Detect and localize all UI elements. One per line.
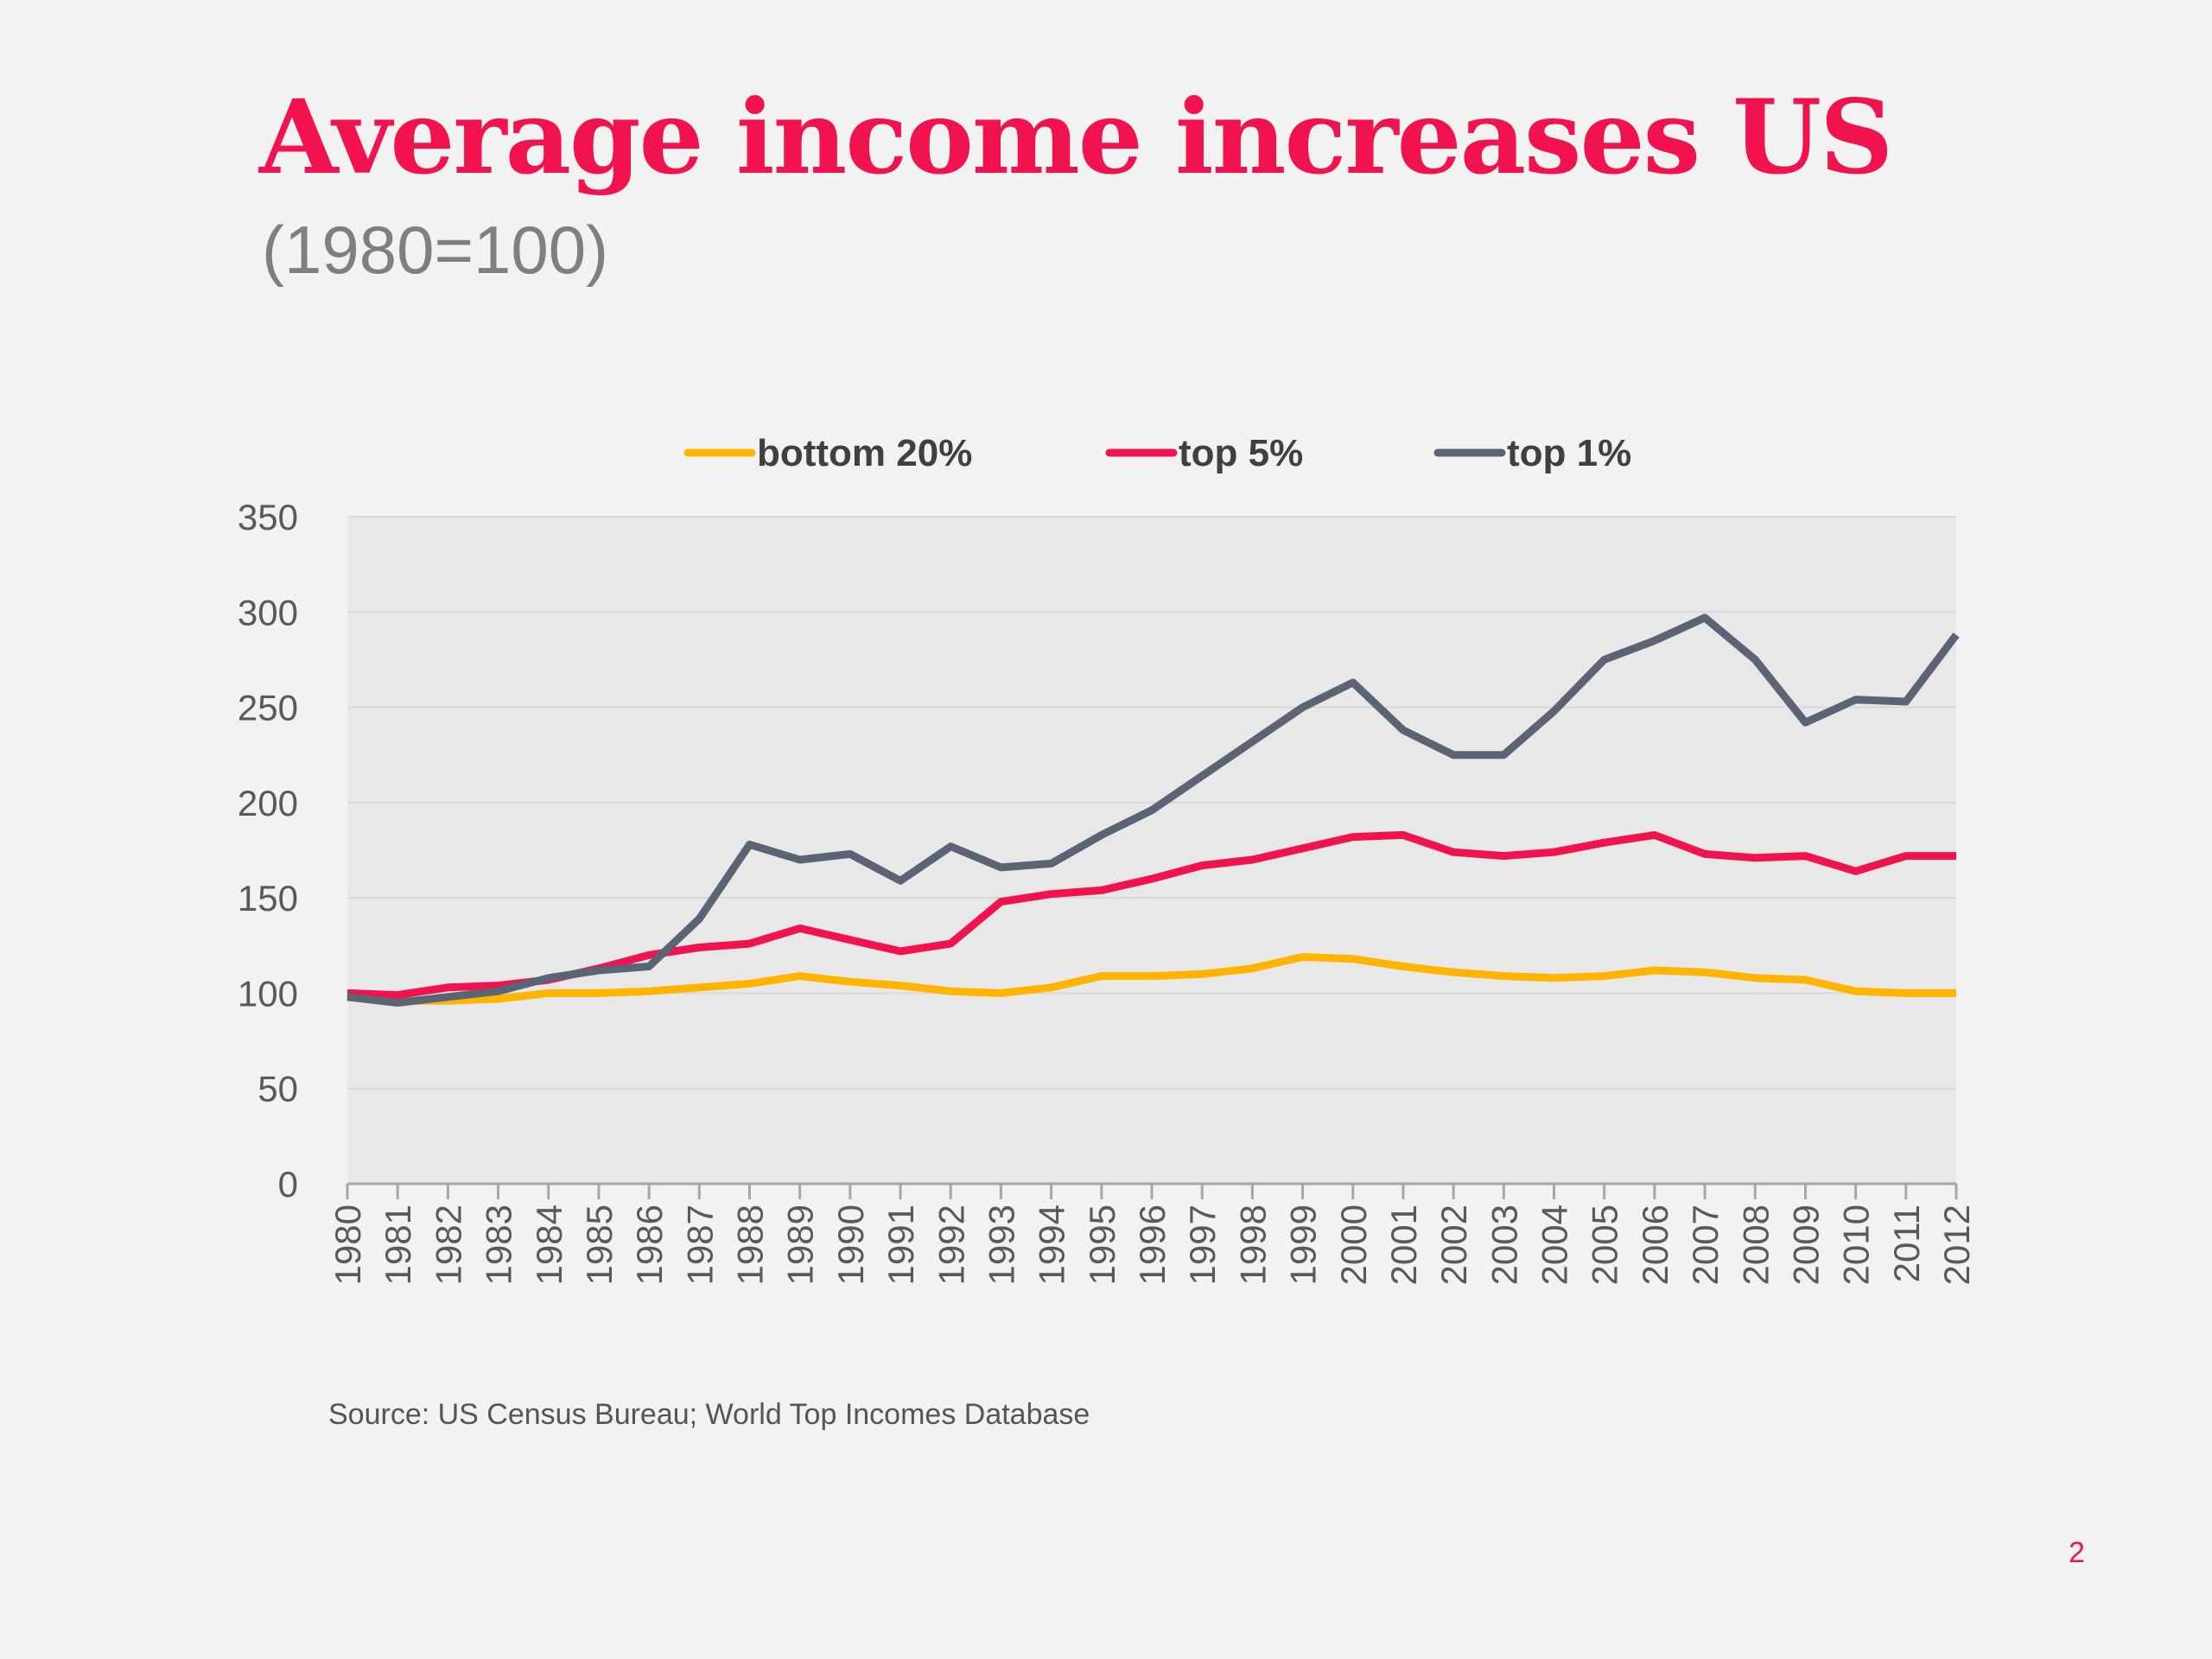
x-tick-label: 1982 (428, 1205, 468, 1285)
x-tick-label: 1984 (529, 1205, 569, 1285)
y-tick-label: 50 (257, 1069, 298, 1109)
source-note: Source: US Census Bureau; World Top Inco… (328, 1398, 1090, 1431)
x-tick-label: 1990 (830, 1205, 871, 1285)
x-tick-label: 2009 (1785, 1205, 1826, 1285)
y-tick-label: 0 (278, 1164, 298, 1205)
slide-subtitle: (1980=100) (262, 212, 609, 288)
x-tick-label: 1993 (981, 1205, 1021, 1285)
x-tick-label: 2005 (1585, 1205, 1625, 1285)
x-tick-label: 2012 (1936, 1205, 1977, 1285)
x-tick-label: 1989 (780, 1205, 821, 1285)
x-tick-label: 1983 (479, 1205, 519, 1285)
x-tick-label: 1985 (579, 1205, 620, 1285)
x-tick-label: 1980 (327, 1205, 368, 1285)
x-tick-label: 1997 (1182, 1205, 1223, 1285)
x-tick-label: 1988 (730, 1205, 771, 1285)
gridlines (347, 516, 1956, 1090)
y-tick-label: 150 (238, 878, 298, 918)
x-tick-label: 1996 (1132, 1205, 1173, 1285)
x-tick-label: 2007 (1685, 1205, 1726, 1285)
x-tick-label: 2002 (1433, 1205, 1474, 1285)
series-line-top-5 (346, 830, 1956, 1000)
series-line-top-1 (346, 613, 1960, 1007)
x-tick-label: 2010 (1836, 1205, 1877, 1285)
x-tick-label: 1995 (1082, 1205, 1122, 1285)
x-tick-label: 1999 (1283, 1205, 1324, 1285)
x-tick-label: 2006 (1635, 1205, 1675, 1285)
series-line-bottom-20 (346, 953, 1956, 1005)
x-tick-label: 1991 (880, 1205, 921, 1285)
x-tick-label: 1987 (679, 1205, 720, 1285)
legend-label: top 5% (1179, 432, 1303, 474)
legend-label: bottom 20% (757, 432, 972, 474)
x-tick-label: 2004 (1535, 1205, 1575, 1285)
x-tick-label: 1992 (931, 1205, 971, 1285)
x-tick-label: 2008 (1735, 1205, 1776, 1285)
chart-legend: bottom 20% top 5% top 1% (683, 432, 1631, 474)
legend-label: top 1% (1507, 432, 1631, 474)
y-tick-label: 200 (238, 783, 298, 823)
x-tick-label: 1994 (1032, 1205, 1072, 1285)
page-number: 2 (2069, 1536, 2085, 1569)
series-lines (346, 613, 1960, 1007)
y-tick-label: 100 (238, 973, 298, 1014)
plot-area (347, 517, 1956, 1184)
x-tick-label: 1986 (629, 1205, 670, 1285)
slide-title: Average income increases US (259, 77, 1893, 197)
y-tick-label: 250 (238, 688, 298, 728)
x-tick-label: 1981 (378, 1205, 418, 1285)
x-tick-label: 2003 (1484, 1205, 1524, 1285)
x-tick-label: 2011 (1886, 1205, 1927, 1282)
x-tick-label: 2000 (1333, 1205, 1374, 1285)
x-axis-ticks: 1980 1981 1982 1983 1984 1985 1986 1987 1988 1989… (327, 1184, 1977, 1285)
x-tick-label: 1998 (1232, 1205, 1273, 1285)
y-tick-label: 300 (238, 592, 298, 632)
y-tick-label: 350 (238, 497, 298, 537)
y-axis-ticks: 0 50 100 150 200 250 300 350 (238, 497, 298, 1205)
x-tick-label: 2001 (1383, 1205, 1424, 1285)
